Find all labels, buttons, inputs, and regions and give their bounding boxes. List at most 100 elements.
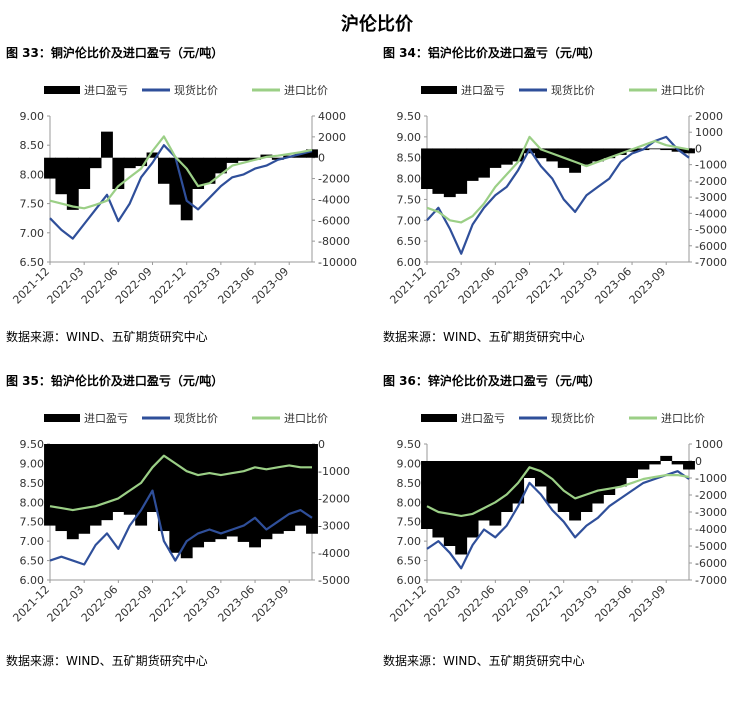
y-left-tick-label: 6.50 xyxy=(20,555,45,568)
area-bar-import-pl xyxy=(66,444,79,540)
area-bar-import-pl xyxy=(226,157,239,163)
area-bar-import-pl xyxy=(683,461,695,470)
area-bar-import-pl xyxy=(534,461,547,487)
area-bar-import-pl xyxy=(192,157,205,189)
x-tick-label: 2021-12 xyxy=(387,265,429,307)
chart-legend: 进口盈亏 现货比价 进口比价 xyxy=(44,83,328,97)
legend-label: 进口盈亏 xyxy=(461,84,505,97)
area-bar-import-pl xyxy=(214,444,227,540)
area-bar-import-pl xyxy=(421,461,433,529)
area-bar-import-pl xyxy=(432,461,445,538)
area-bar-import-pl xyxy=(466,461,479,538)
area-bar-import-pl xyxy=(478,461,490,521)
legend-label: 进口盈亏 xyxy=(84,412,128,425)
legend-label: 进口盈亏 xyxy=(461,412,505,425)
x-tick-label: 2023-09 xyxy=(250,265,292,307)
legend-swatch xyxy=(421,414,457,422)
y-left-tick-label: 9.00 xyxy=(397,457,422,470)
area-bar-import-pl xyxy=(569,461,582,521)
area-bar-import-pl xyxy=(546,461,559,504)
area-bar-import-pl xyxy=(306,149,318,158)
y-right-tick-label: -10000 xyxy=(318,256,357,269)
y-left-tick-label: 7.00 xyxy=(20,535,45,548)
y-left-tick-label: 8.50 xyxy=(397,152,422,165)
area-bar-import-pl xyxy=(89,157,102,169)
y-left-tick-label: 7.50 xyxy=(20,516,45,529)
chart-title: 图 33：铜沪伦比价及进口盈亏（元/吨） xyxy=(6,46,224,60)
y-right-tick-label: -6000 xyxy=(695,557,727,570)
area-bar-import-pl xyxy=(112,157,125,189)
series-line-import-ratio xyxy=(426,466,690,517)
x-tick-label: 2023-03 xyxy=(181,265,223,307)
area-bar-import-pl xyxy=(660,148,673,151)
area-bar-import-pl xyxy=(443,148,456,198)
y-left-tick-label: 7.00 xyxy=(20,227,45,240)
y-right-tick-label: -6000 xyxy=(318,214,350,227)
chart-source: 数据来源：WIND、五矿期货研究中心 xyxy=(6,654,208,668)
y-right-tick-label: -3000 xyxy=(695,506,727,519)
area-bar-import-pl xyxy=(671,461,684,465)
y-right-tick-label: -7000 xyxy=(695,574,727,587)
y-left-tick-label: 9.50 xyxy=(20,438,45,451)
chart-panel-zinc: 图 36：锌沪伦比价及进口盈亏（元/吨） 进口盈亏 现货比价 进口比价 6.00 6.5… xyxy=(377,372,754,702)
chart-title: 图 34：铝沪伦比价及进口盈亏（元/吨） xyxy=(383,46,601,60)
legend-label: 进口比价 xyxy=(284,84,328,97)
y-right-tick-label: -3000 xyxy=(695,191,727,204)
area-bar-import-pl xyxy=(203,444,216,542)
y-right-tick-label: -1000 xyxy=(695,472,727,485)
area-bar-import-pl xyxy=(135,444,148,526)
y-right-tick-label: -5000 xyxy=(695,224,727,237)
y-left-tick-label: 8.50 xyxy=(20,477,45,490)
area-bar-import-pl xyxy=(648,148,661,150)
legend-swatch xyxy=(44,414,80,422)
x-tick-label: 2023-06 xyxy=(592,583,634,625)
legend-label: 进口比价 xyxy=(284,412,328,425)
chart-legend: 进口盈亏 现货比价 进口比价 xyxy=(44,411,328,425)
area-bar-import-pl xyxy=(135,157,148,167)
y-right-tick-label: 1000 xyxy=(695,438,723,451)
area-bar-import-pl xyxy=(591,461,604,504)
area-bar-import-pl xyxy=(557,461,570,512)
x-tick-label: 2023-09 xyxy=(627,583,669,625)
x-tick-label: 2022-09 xyxy=(113,583,155,625)
y-right-tick-label: -1000 xyxy=(695,159,727,172)
area-bar-import-pl xyxy=(614,148,627,155)
y-left-tick-label: 9.00 xyxy=(20,457,45,470)
y-left-tick-label: 7.50 xyxy=(20,198,45,211)
y-left-tick-label: 6.50 xyxy=(397,235,422,248)
y-right-tick-label: 0 xyxy=(695,142,702,155)
x-tick-label: 2023-06 xyxy=(215,265,257,307)
x-tick-label: 2021-12 xyxy=(10,265,52,307)
x-tick-label: 2023-09 xyxy=(250,583,292,625)
y-right-tick-label: -1000 xyxy=(318,465,350,478)
area-bar-import-pl xyxy=(478,148,490,178)
area-bar-import-pl xyxy=(455,461,468,555)
y-left-tick-label: 9.50 xyxy=(397,110,422,123)
chart-copper: 进口盈亏 现货比价 进口比价 6.50 7.00 7.50 8.00 8.50 9.00 -100… xyxy=(10,83,357,307)
area-bar-import-pl xyxy=(489,461,502,526)
series-line-spot-ratio xyxy=(426,135,690,255)
x-tick-label: 2023-03 xyxy=(558,583,600,625)
x-tick-label: 2022-06 xyxy=(79,265,121,307)
area-bar-import-pl xyxy=(169,157,182,205)
area-bar-import-pl xyxy=(44,157,56,179)
area-bar-import-pl xyxy=(192,444,205,548)
series-line-import-ratio xyxy=(49,135,313,210)
y-right-tick-label: -5000 xyxy=(695,540,727,553)
area-bar-import-pl xyxy=(237,157,250,161)
y-right-tick-label: -4000 xyxy=(695,523,727,536)
legend-swatch xyxy=(44,86,80,94)
chart-source: 数据来源：WIND、五矿期货研究中心 xyxy=(6,330,208,344)
area-bar-import-pl xyxy=(546,148,559,162)
area-bar-import-pl xyxy=(306,444,318,534)
series-line-import-ratio xyxy=(426,135,690,224)
x-tick-label: 2021-12 xyxy=(387,583,429,625)
x-tick-label: 2022-03 xyxy=(45,583,87,625)
y-left-tick-label: 6.50 xyxy=(20,256,45,269)
area-bar-import-pl xyxy=(489,148,502,168)
chart-panel-lead: 图 35：铅沪伦比价及进口盈亏（元/吨） 进口盈亏 现货比价 进口比价 6.00 6.5… xyxy=(0,372,377,702)
y-right-tick-label: 0 xyxy=(318,152,325,165)
x-tick-label: 2022-03 xyxy=(45,265,87,307)
area-bar-import-pl xyxy=(123,444,136,515)
x-tick-label: 2023-03 xyxy=(558,265,600,307)
